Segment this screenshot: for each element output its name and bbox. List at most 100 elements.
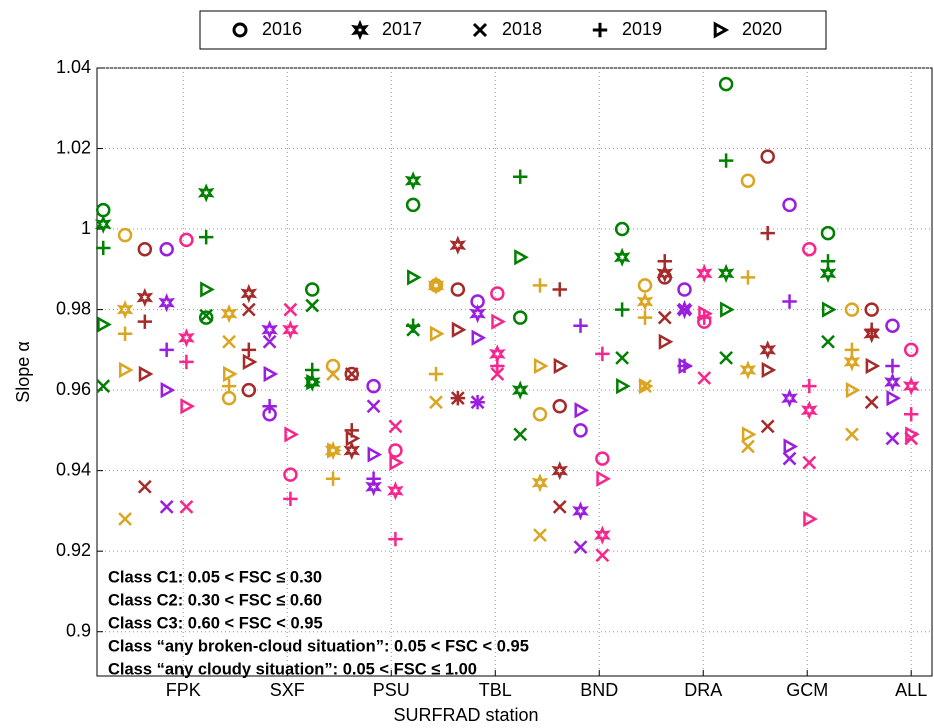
point <box>198 229 214 245</box>
point <box>800 400 818 420</box>
point <box>636 291 654 312</box>
point <box>283 467 298 482</box>
y-tick-label: 0.96 <box>56 379 91 399</box>
point <box>741 439 755 454</box>
point <box>138 365 154 383</box>
y-tick-label: 0.98 <box>56 298 91 318</box>
point <box>740 270 756 285</box>
point <box>760 149 775 164</box>
legend-label: 2020 <box>742 19 782 39</box>
point <box>676 299 693 320</box>
point <box>470 294 485 309</box>
point <box>553 357 569 375</box>
point <box>117 227 133 243</box>
point <box>884 372 901 392</box>
point <box>677 282 692 297</box>
point <box>137 241 153 257</box>
point <box>532 278 548 293</box>
point <box>844 302 860 317</box>
point <box>367 446 383 463</box>
point <box>263 365 279 383</box>
point <box>802 455 817 470</box>
point <box>405 197 421 213</box>
point <box>405 318 421 333</box>
point <box>717 263 735 283</box>
y-tick-label: 0.94 <box>56 459 91 479</box>
point <box>903 342 919 358</box>
point <box>677 302 692 317</box>
point <box>97 316 112 333</box>
point <box>283 302 298 317</box>
point <box>451 321 467 338</box>
point <box>511 380 529 400</box>
point <box>197 183 215 203</box>
point <box>429 395 443 410</box>
point <box>179 232 194 248</box>
point <box>262 407 277 422</box>
legend-marker <box>472 22 488 38</box>
point <box>470 394 485 410</box>
point <box>595 451 610 466</box>
point <box>137 479 152 494</box>
x-tick-label: FPK <box>166 680 201 700</box>
legend-label: 2017 <box>382 19 422 39</box>
point <box>637 278 653 293</box>
point <box>118 512 132 526</box>
point <box>491 313 506 330</box>
point <box>345 430 361 447</box>
x-tick-label: GCM <box>786 680 828 700</box>
point <box>802 241 817 257</box>
point <box>344 367 359 381</box>
point <box>760 225 775 241</box>
point <box>305 362 320 378</box>
point <box>739 360 757 380</box>
point <box>782 294 797 309</box>
point <box>718 76 734 92</box>
point <box>741 426 757 443</box>
point <box>740 173 756 188</box>
point <box>759 340 777 360</box>
point <box>388 419 403 434</box>
point <box>220 303 238 324</box>
point <box>282 320 299 340</box>
point <box>512 310 528 325</box>
point <box>572 501 589 521</box>
point <box>221 378 237 394</box>
x-tick-label: BND <box>580 680 618 700</box>
point <box>885 358 900 374</box>
point <box>343 440 361 461</box>
point <box>388 443 403 458</box>
point <box>803 510 818 528</box>
point <box>428 278 444 293</box>
point <box>886 390 902 407</box>
point <box>199 308 214 323</box>
point <box>325 471 341 486</box>
point <box>261 320 278 340</box>
point <box>821 334 835 349</box>
point <box>531 473 549 493</box>
point <box>613 247 631 267</box>
point <box>885 431 900 446</box>
point <box>865 357 881 375</box>
point <box>573 423 588 438</box>
class-label: Class “any cloudy situation”: 0.05 < FSC… <box>108 660 477 678</box>
point <box>326 442 342 459</box>
class-label: Class C1: 0.05 < FSC ≤ 0.30 <box>108 568 322 586</box>
point <box>637 310 653 325</box>
legend-marker <box>232 22 248 38</box>
point <box>366 399 381 414</box>
point <box>222 334 236 349</box>
point <box>160 381 176 399</box>
legend-label: 2019 <box>622 19 662 39</box>
point <box>615 351 630 365</box>
point <box>136 287 154 308</box>
point <box>407 269 422 286</box>
point <box>179 500 194 514</box>
point <box>514 249 529 266</box>
point <box>158 293 176 313</box>
point <box>819 263 837 283</box>
point <box>366 471 381 486</box>
point <box>240 283 258 304</box>
point <box>404 171 422 191</box>
